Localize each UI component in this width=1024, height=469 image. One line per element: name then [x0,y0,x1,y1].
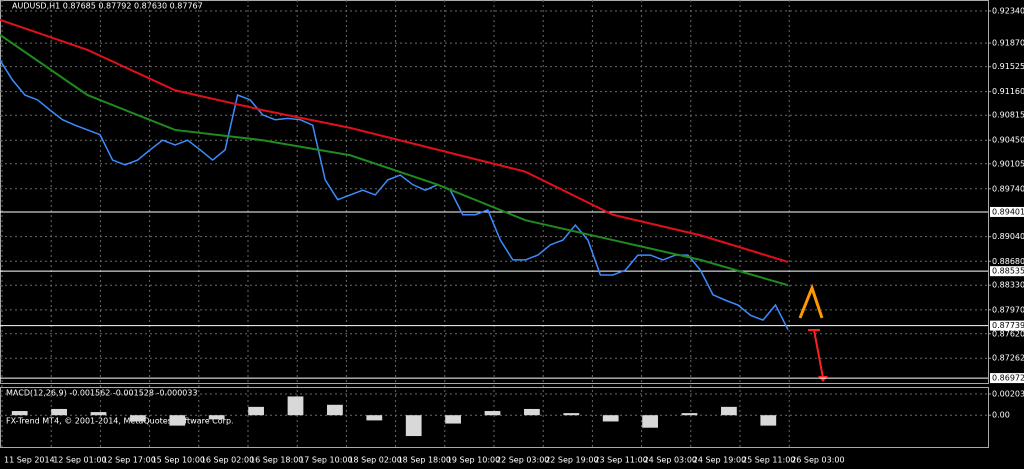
y-tick-label: 0.89040 [992,232,1024,241]
y-tick-label: 0.00 [992,411,1010,420]
y-tick-label: 0.92340 [992,6,1024,15]
y-tick-label: 0.90105 [992,159,1024,168]
series-line [0,34,789,287]
macd-bar [681,413,698,416]
x-tick-label: 26 Sep 03:00 [791,456,844,465]
x-tick-label: 19 Sep 10:00 [447,456,500,465]
y-tick-label: 0.88330 [992,281,1024,290]
x-tick-label: 11 Sep 2014 [4,456,55,465]
macd-bar [169,415,186,426]
level-label: 0.88535 [992,267,1024,276]
level-badge [990,206,1024,217]
x-tick-label: 16 Sep 02:00 [201,456,254,465]
y-tick-label: 0.88680 [992,257,1024,266]
level-label: 0.87739 [992,321,1024,330]
x-tick-label: 18 Sep 18:00 [398,456,451,465]
series-line [0,18,789,263]
y-tick-label: 0.002036 [992,389,1024,398]
macd-bar [602,415,619,422]
macd-bar [721,406,737,416]
level-label: 0.89401 [992,207,1024,216]
x-tick-label: 18 Sep 02:00 [348,456,401,465]
x-tick-label: 15 Sep 10:00 [152,456,205,465]
y-tick-label: 0.87620 [992,329,1024,338]
macd-bar [366,415,383,421]
chart-title: AUDUSD,H1 0.87685 0.87792 0.87630 0.8776… [12,2,203,11]
macd-bar [90,412,107,416]
macd-bar [445,415,461,424]
macd-bar [563,413,580,416]
watermark: FX-Trend MT4, © 2001-2014, MetaQuotes So… [6,417,234,426]
macd-bar [11,411,28,416]
y-tick-label: 0.87970 [992,305,1024,314]
x-tick-label: 22 Sep 03:00 [496,456,549,465]
y-tick-label: 0.87262 [992,354,1024,363]
y-tick-label: 0.90450 [992,136,1024,145]
level-badge [990,266,1024,277]
x-tick-label: 22 Sep 19:00 [545,456,598,465]
macd-bar [248,406,264,416]
macd-bar [287,396,304,416]
macd-bar [524,408,540,416]
y-tick-label: 0.91870 [992,39,1024,48]
x-tick-label: 25 Sep 11:00 [742,456,795,465]
x-tick-label: 23 Sep 11:00 [594,456,647,465]
macd-bar [484,411,501,416]
macd-bar [51,408,67,416]
x-tick-label: 12 Sep 17:00 [102,456,155,465]
macd-bar [130,415,146,422]
x-tick-label: 24 Sep 03:00 [644,456,697,465]
macd-bar [760,415,777,426]
arrow-head [818,376,828,382]
y-tick-label: 0.90815 [992,111,1024,120]
x-tick-label: 16 Sep 18:00 [250,456,303,465]
macd-title: MACD(12,26,9) -0.001562 -0.001528 -0.000… [6,389,198,398]
level-label: 0.86972 [992,374,1024,383]
macd-bar [208,415,225,420]
macd-panel [0,387,989,448]
x-tick-label: 17 Sep 10:00 [299,456,352,465]
macd-bar [405,415,422,437]
forecast-arrow [808,329,824,379]
level-badge [990,320,1024,331]
macd-bar [642,415,658,428]
y-tick-label: 0.89740 [992,184,1024,193]
level-badge [990,373,1024,384]
x-tick-label: 12 Sep 01:00 [53,456,106,465]
forecast-peak [798,283,824,319]
y-tick-label: 0.91525 [992,62,1024,71]
x-tick-label: 24 Sep 19:00 [693,456,746,465]
series-line [0,59,789,330]
y-tick-label: 0.91160 [992,87,1024,96]
macd-bar [327,404,343,416]
